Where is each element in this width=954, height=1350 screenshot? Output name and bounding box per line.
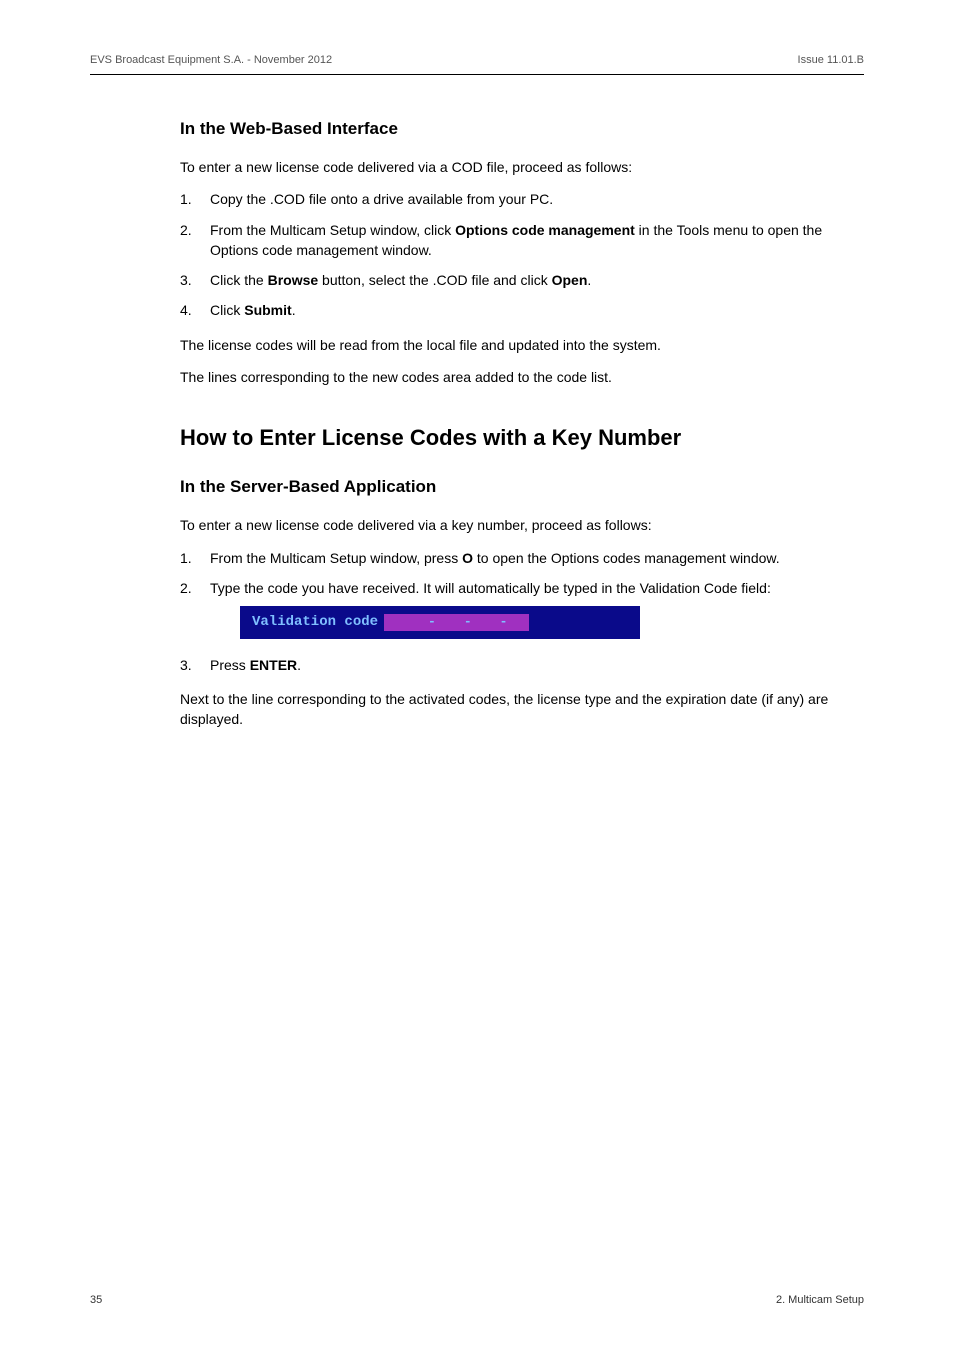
bold-label: Submit [244,302,291,318]
page-footer: 35 2. Multicam Setup [90,1294,864,1306]
bold-label: Open [552,272,588,288]
step-text: Type the code you have received. It will… [210,580,771,596]
outro-paragraph: Next to the line corresponding to the ac… [180,689,854,730]
step-text: Copy the .COD file onto a drive availabl… [210,191,553,207]
section-heading-key-number: How to Enter License Codes with a Key Nu… [180,425,854,451]
list-item: Copy the .COD file onto a drive availabl… [180,189,854,209]
intro-paragraph: To enter a new license code delivered vi… [180,157,854,177]
step-text: . [297,657,301,673]
document-page: EVS Broadcast Equipment S.A. - November … [0,0,954,1350]
outro-paragraph: The lines corresponding to the new codes… [180,367,854,387]
outro-paragraph: The license codes will be read from the … [180,335,854,355]
bold-label: O [462,550,473,566]
bold-label: Browse [268,272,319,288]
dash-icon: - [450,613,486,632]
validation-code-label: Validation code [252,612,378,632]
step-text: From the Multicam Setup window, click [210,222,455,238]
intro-paragraph: To enter a new license code delivered vi… [180,515,854,535]
step-text: From the Multicam Setup window, press [210,550,462,566]
list-item: Press ENTER. [180,655,854,675]
validation-code-field: - - - [384,614,529,631]
list-item: Click the Browse button, select the .COD… [180,270,854,290]
dash-icon: - [486,613,522,632]
step-text: . [292,302,296,318]
bold-label: ENTER [250,657,297,673]
page-header: EVS Broadcast Equipment S.A. - November … [90,54,864,75]
list-item: From the Multicam Setup window, press O … [180,548,854,568]
section-heading-server-app: In the Server-Based Application [180,477,854,497]
validation-inner: Validation code - - - [252,612,640,632]
dash-icon: - [414,613,450,632]
step-text: Click [210,302,244,318]
step-text: to open the Options codes management win… [473,550,780,566]
steps-list-server: From the Multicam Setup window, press O … [180,548,854,675]
list-item: From the Multicam Setup window, click Op… [180,220,854,261]
list-item: Type the code you have received. It will… [180,578,854,639]
footer-section: 2. Multicam Setup [776,1294,864,1306]
steps-list-web: Copy the .COD file onto a drive availabl… [180,189,854,320]
header-left: EVS Broadcast Equipment S.A. - November … [90,54,332,66]
validation-code-screenshot: Validation code - - - [240,606,640,638]
step-text: . [587,272,591,288]
bold-label: Options code management [455,222,635,238]
page-content: In the Web-Based Interface To enter a ne… [90,119,864,729]
step-text: Press [210,657,250,673]
page-number: 35 [90,1294,102,1306]
step-text: button, select the .COD file and click [318,272,551,288]
section-heading-web-interface: In the Web-Based Interface [180,119,854,139]
step-text: Click the [210,272,268,288]
header-right: Issue 11.01.B [798,54,864,66]
list-item: Click Submit. [180,300,854,320]
